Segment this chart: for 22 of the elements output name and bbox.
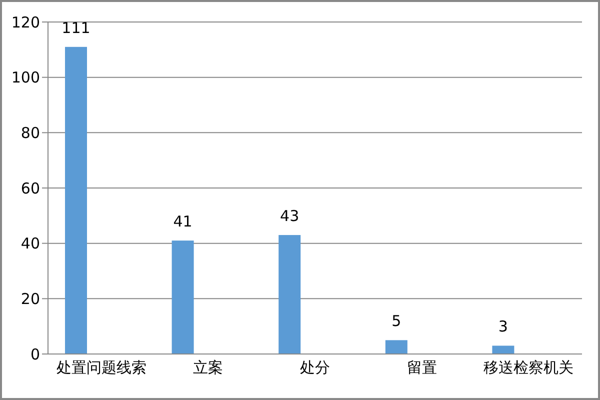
- y-tick-label: 40: [20, 234, 40, 253]
- y-tick-label: 60: [20, 179, 40, 198]
- y-tick-label: 120: [11, 13, 40, 32]
- y-tick-label: 20: [20, 290, 40, 308]
- bar: [65, 46, 87, 354]
- bar: [278, 235, 301, 354]
- data-label: 43: [280, 207, 300, 226]
- bar: [385, 340, 408, 354]
- y-tick-label: 0: [30, 345, 40, 364]
- data-label: 111: [62, 18, 90, 37]
- x-tick-label: 留置: [406, 358, 437, 377]
- bar: [492, 346, 514, 354]
- x-tick-label: 处分: [300, 358, 330, 377]
- x-tick-label: 移送检察机关: [484, 358, 574, 377]
- x-tick-label: 立案: [193, 358, 224, 377]
- data-label: 41: [173, 212, 192, 231]
- bar: [172, 240, 194, 354]
- data-label: 5: [392, 312, 402, 330]
- data-label: 3: [498, 318, 508, 336]
- y-tick-label: 80: [20, 124, 40, 142]
- x-tick-label: 处置问题线索: [56, 358, 146, 377]
- y-tick-label: 100: [11, 68, 40, 87]
